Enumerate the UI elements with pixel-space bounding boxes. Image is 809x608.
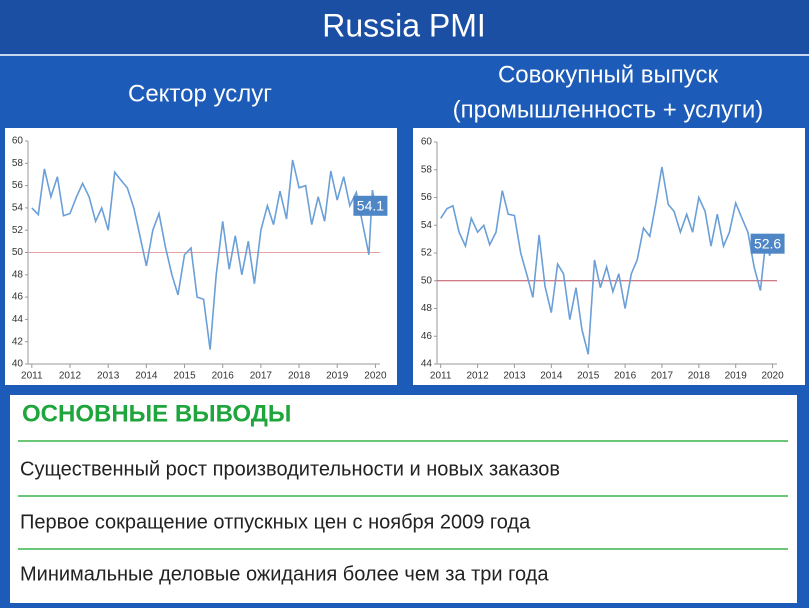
conclusion-item: Минимальные деловые ожидания более чем з… (20, 563, 549, 585)
y-tick-label: 56 (12, 180, 24, 191)
y-tick-label: 60 (12, 136, 24, 147)
y-tick-label: 44 (12, 314, 24, 325)
y-tick-label: 40 (12, 359, 24, 370)
subtitle: Совокупный выпуск (498, 61, 719, 88)
title-band (0, 0, 809, 54)
subtitle: (промышленность + услуги) (453, 96, 764, 123)
x-tick-label: 2013 (503, 371, 526, 382)
x-tick-label: 2011 (21, 371, 43, 382)
x-tick-label: 2014 (135, 371, 158, 382)
y-tick-label: 50 (12, 247, 24, 258)
y-tick-label: 48 (12, 269, 24, 280)
y-tick-label: 52 (421, 248, 433, 259)
y-tick-label: 54 (421, 220, 433, 231)
x-tick-label: 2018 (688, 371, 711, 382)
y-tick-label: 42 (12, 336, 24, 347)
subtitle: Сектор услуг (128, 80, 272, 107)
y-tick-label: 48 (421, 303, 433, 314)
y-tick-label: 60 (421, 137, 433, 148)
x-tick-label: 2013 (97, 371, 120, 382)
y-tick-label: 46 (12, 292, 24, 303)
x-tick-label: 2012 (59, 371, 82, 382)
y-tick-label: 58 (421, 164, 433, 175)
x-tick-label: 2017 (651, 371, 674, 382)
x-tick-label: 2016 (614, 371, 637, 382)
chart-panel (5, 128, 397, 385)
y-tick-label: 54 (12, 203, 24, 214)
y-tick-label: 50 (421, 275, 433, 286)
x-tick-label: 2015 (173, 371, 196, 382)
x-tick-label: 2015 (577, 371, 600, 382)
x-tick-label: 2020 (761, 371, 784, 382)
chart-panel (413, 128, 805, 385)
end-label-box (353, 195, 388, 216)
x-tick-label: 2017 (250, 371, 273, 382)
y-tick-label: 44 (421, 359, 433, 370)
y-tick-label: 46 (421, 331, 433, 342)
x-tick-label: 2020 (364, 371, 387, 382)
x-tick-label: 2019 (725, 371, 748, 382)
x-tick-label: 2011 (430, 371, 452, 382)
end-label: 54.1 (357, 197, 384, 213)
x-tick-label: 2019 (326, 371, 349, 382)
y-tick-label: 58 (12, 158, 24, 169)
data-line (31, 159, 377, 350)
conclusions-panel (10, 395, 797, 603)
x-tick-label: 2016 (212, 371, 235, 382)
conclusions-heading: ОСНОВНЫЕ ВЫВОДЫ (22, 400, 291, 427)
x-tick-label: 2012 (466, 371, 489, 382)
end-label-box (750, 233, 785, 254)
x-tick-label: 2014 (540, 371, 563, 382)
conclusion-item: Первое сокращение отпускных цен с ноября… (20, 511, 531, 533)
data-line (440, 166, 774, 355)
y-tick-label: 56 (421, 192, 433, 203)
end-label: 52.6 (754, 235, 781, 251)
conclusion-item: Существенный рост производительности и н… (20, 458, 560, 480)
y-tick-label: 52 (12, 225, 24, 236)
x-tick-label: 2018 (288, 371, 311, 382)
slide-title: Russia PMI (322, 7, 486, 43)
